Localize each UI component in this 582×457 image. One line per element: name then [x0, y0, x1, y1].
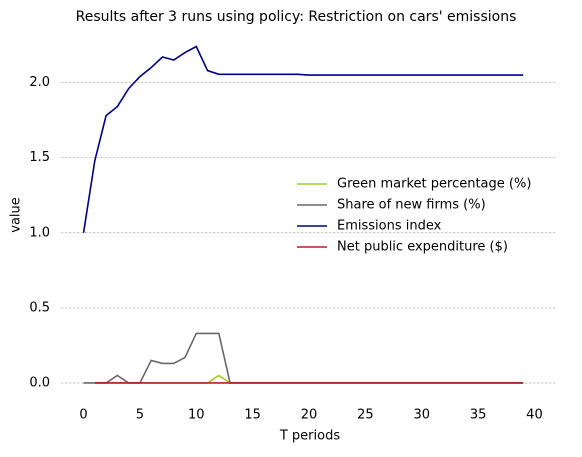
series-line: [82, 45, 524, 233]
x-tick-label: 25: [357, 408, 374, 423]
series-line: [83, 332, 524, 384]
series-line: [94, 374, 524, 384]
x-tick-label: 35: [470, 408, 487, 423]
x-tick-label: 10: [188, 408, 205, 423]
x-tick-label: 40: [526, 408, 543, 423]
x-tick-label: 5: [136, 408, 144, 423]
x-axis-label: T periods: [279, 429, 340, 444]
x-tick-label: 20: [301, 408, 318, 423]
y-tick-label: 1.0: [29, 225, 50, 240]
x-tick-label: 30: [413, 408, 430, 423]
y-tick-label: 0.5: [29, 300, 50, 315]
x-tick-label: 0: [79, 408, 87, 423]
legend-label: Share of new firms (%): [337, 198, 486, 213]
y-axis-label: value: [9, 197, 24, 233]
chart-title: Results after 3 runs using policy: Restr…: [76, 9, 517, 25]
legend-label: Net public expenditure ($): [337, 240, 508, 255]
y-tick-label: 0.0: [29, 375, 50, 390]
x-tick-label: 15: [244, 408, 261, 423]
legend-label: Green market percentage (%): [337, 177, 531, 192]
y-tick-label: 1.5: [29, 150, 50, 165]
y-tick-label: 2.0: [29, 75, 50, 90]
legend-label: Emissions index: [337, 219, 442, 234]
